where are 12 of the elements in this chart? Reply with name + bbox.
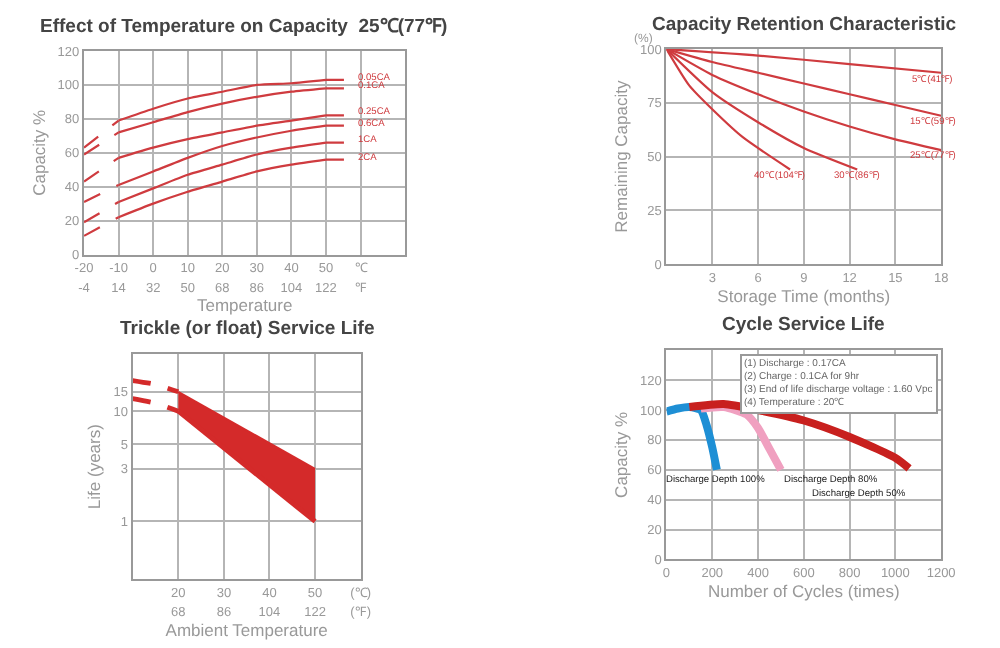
y-axis-title: Remaining Capacity (611, 79, 632, 233)
chart-title: Capacity Retention Characteristic (652, 14, 957, 36)
y-axis-title: Life (years) (84, 423, 105, 510)
chart-title: Cycle Service Life (722, 314, 885, 336)
x-axis-title: Temperature (197, 295, 293, 316)
chart-title: Trickle (or float) Service Life (120, 318, 375, 340)
y-axis-title: Capacity % (611, 411, 632, 498)
x-axis-title: Storage Time (months) (717, 285, 891, 306)
x-axis-title: Ambient Temperature (165, 619, 329, 640)
y-axis-title: Capacity % (28, 108, 49, 196)
x-axis-title: Number of Cycles (times) (707, 581, 901, 602)
chart-title: Effect of Temperature on Capacity 25℃(77℉) (40, 16, 448, 38)
